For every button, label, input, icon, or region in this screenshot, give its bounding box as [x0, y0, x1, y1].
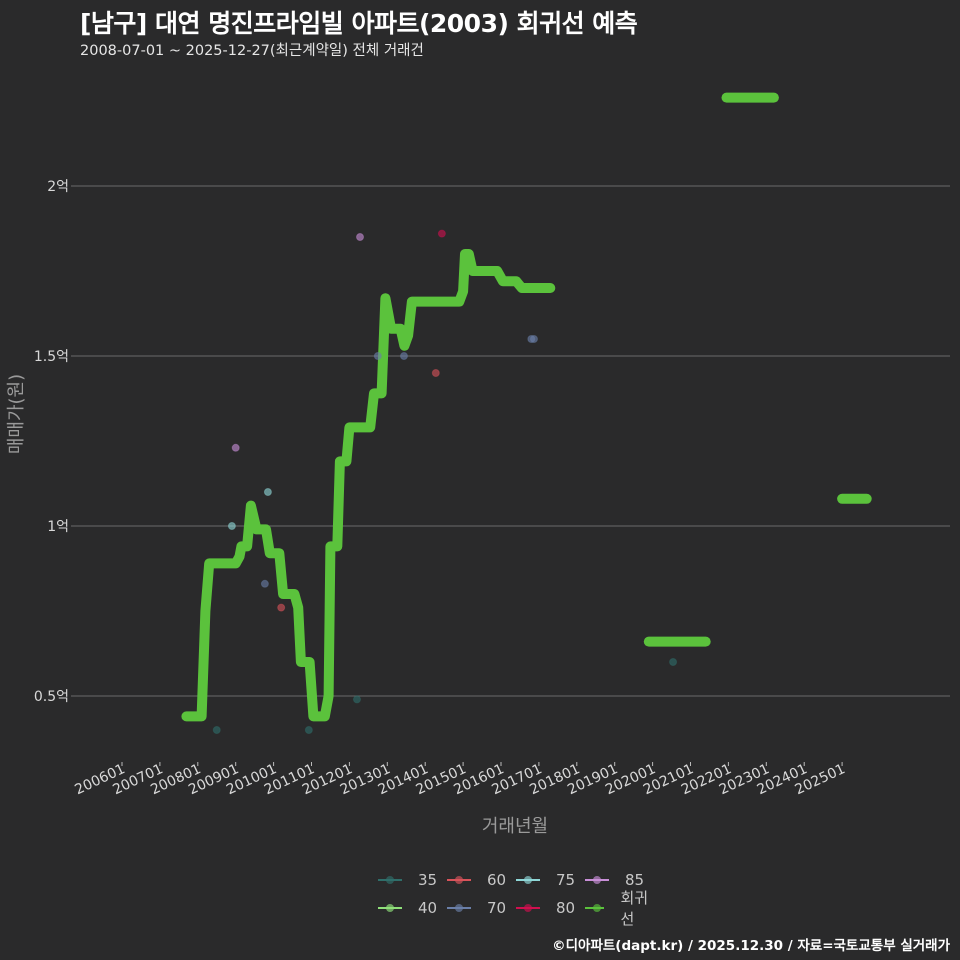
legend-key-icon — [447, 874, 471, 886]
legend-key-icon — [516, 902, 540, 914]
y-tick-label: 1억 — [47, 519, 69, 535]
footer-credit: ©디아파트(dapt.kr) / 2025.12.30 / 자료=국토교통부 실… — [552, 938, 950, 954]
data-point-85 — [231, 443, 240, 452]
data-point-85 — [356, 233, 365, 241]
data-point-80 — [437, 229, 446, 238]
data-point-60 — [431, 369, 440, 377]
legend-key-icon — [516, 874, 540, 886]
legend-label: 35 — [418, 871, 438, 889]
x-axis: 2006012007012008012009012010012011012012… — [72, 761, 847, 798]
data-point-70 — [529, 335, 538, 343]
legend-key-icon — [585, 874, 609, 886]
data-point-35 — [669, 658, 678, 666]
legend-item: 60 — [447, 871, 516, 889]
data-point-70 — [399, 352, 408, 360]
data-point-35 — [304, 726, 313, 734]
x-axis-label: 거래년월 — [482, 816, 548, 837]
legend-label: 80 — [556, 899, 576, 917]
data-point-70 — [373, 352, 382, 360]
gridlines — [75, 185, 950, 697]
data-point-35 — [212, 726, 221, 734]
data-point-75 — [263, 488, 272, 496]
legend-item: 85 — [585, 871, 654, 889]
data-point-60 — [277, 603, 286, 612]
y-axis-label: 매매가(원) — [6, 374, 27, 454]
legend-label: 60 — [487, 871, 507, 889]
legend-item: 40 — [378, 899, 447, 917]
y-axis: 0.5억 1억 1.5억 2억 — [34, 179, 75, 705]
legend-key-icon — [447, 902, 471, 914]
legend-item: 70 — [447, 899, 516, 917]
legend-label: 회귀선 — [620, 889, 649, 928]
data-point-70 — [260, 579, 269, 588]
data-point-35 — [352, 695, 361, 704]
scatter-points — [212, 229, 678, 734]
regression-segment — [181, 249, 556, 722]
legend-key-icon — [585, 902, 605, 914]
legend-label: 40 — [418, 899, 438, 917]
legend: 35 60 75 85 40 70 80 회귀선 — [378, 866, 678, 928]
legend-label: 85 — [625, 871, 645, 889]
y-tick-label: 2억 — [47, 179, 69, 195]
legend-item: 35 — [378, 871, 447, 889]
legend-item: 회귀선 — [585, 887, 654, 929]
chart-subtitle: 2008-07-01 ~ 2025-12-27(최근계약일) 전체 거래건 — [80, 43, 424, 59]
legend-item: 75 — [516, 871, 585, 889]
regression-line — [181, 92, 872, 722]
y-tick-label: 1.5억 — [34, 349, 69, 365]
legend-label: 75 — [556, 871, 576, 889]
legend-item: 80 — [516, 899, 585, 917]
y-tick-label: 0.5억 — [34, 689, 69, 705]
legend-key-icon — [378, 902, 402, 914]
data-point-75 — [227, 522, 236, 530]
legend-label: 70 — [487, 899, 507, 917]
chart-title: [남구] 대연 명진프라임빌 아파트(2003) 회귀선 예측 — [80, 9, 638, 38]
legend-key-icon — [378, 874, 402, 886]
